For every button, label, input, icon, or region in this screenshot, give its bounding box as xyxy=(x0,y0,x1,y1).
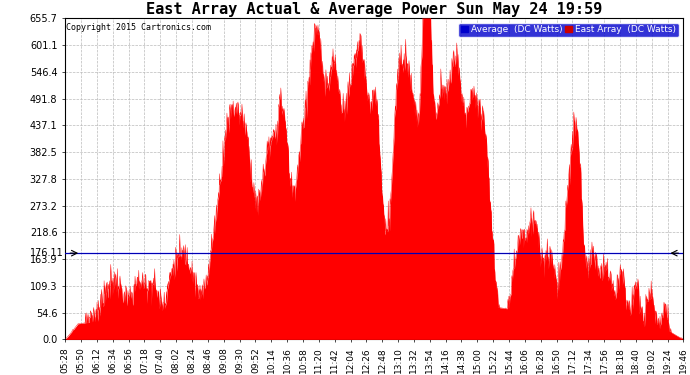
Legend: Average  (DC Watts), East Array  (DC Watts): Average (DC Watts), East Array (DC Watts… xyxy=(458,23,679,37)
Title: East Array Actual & Average Power Sun May 24 19:59: East Array Actual & Average Power Sun Ma… xyxy=(146,2,602,17)
Text: Copyright 2015 Cartronics.com: Copyright 2015 Cartronics.com xyxy=(66,23,211,32)
Text: 176.11: 176.11 xyxy=(30,248,64,258)
